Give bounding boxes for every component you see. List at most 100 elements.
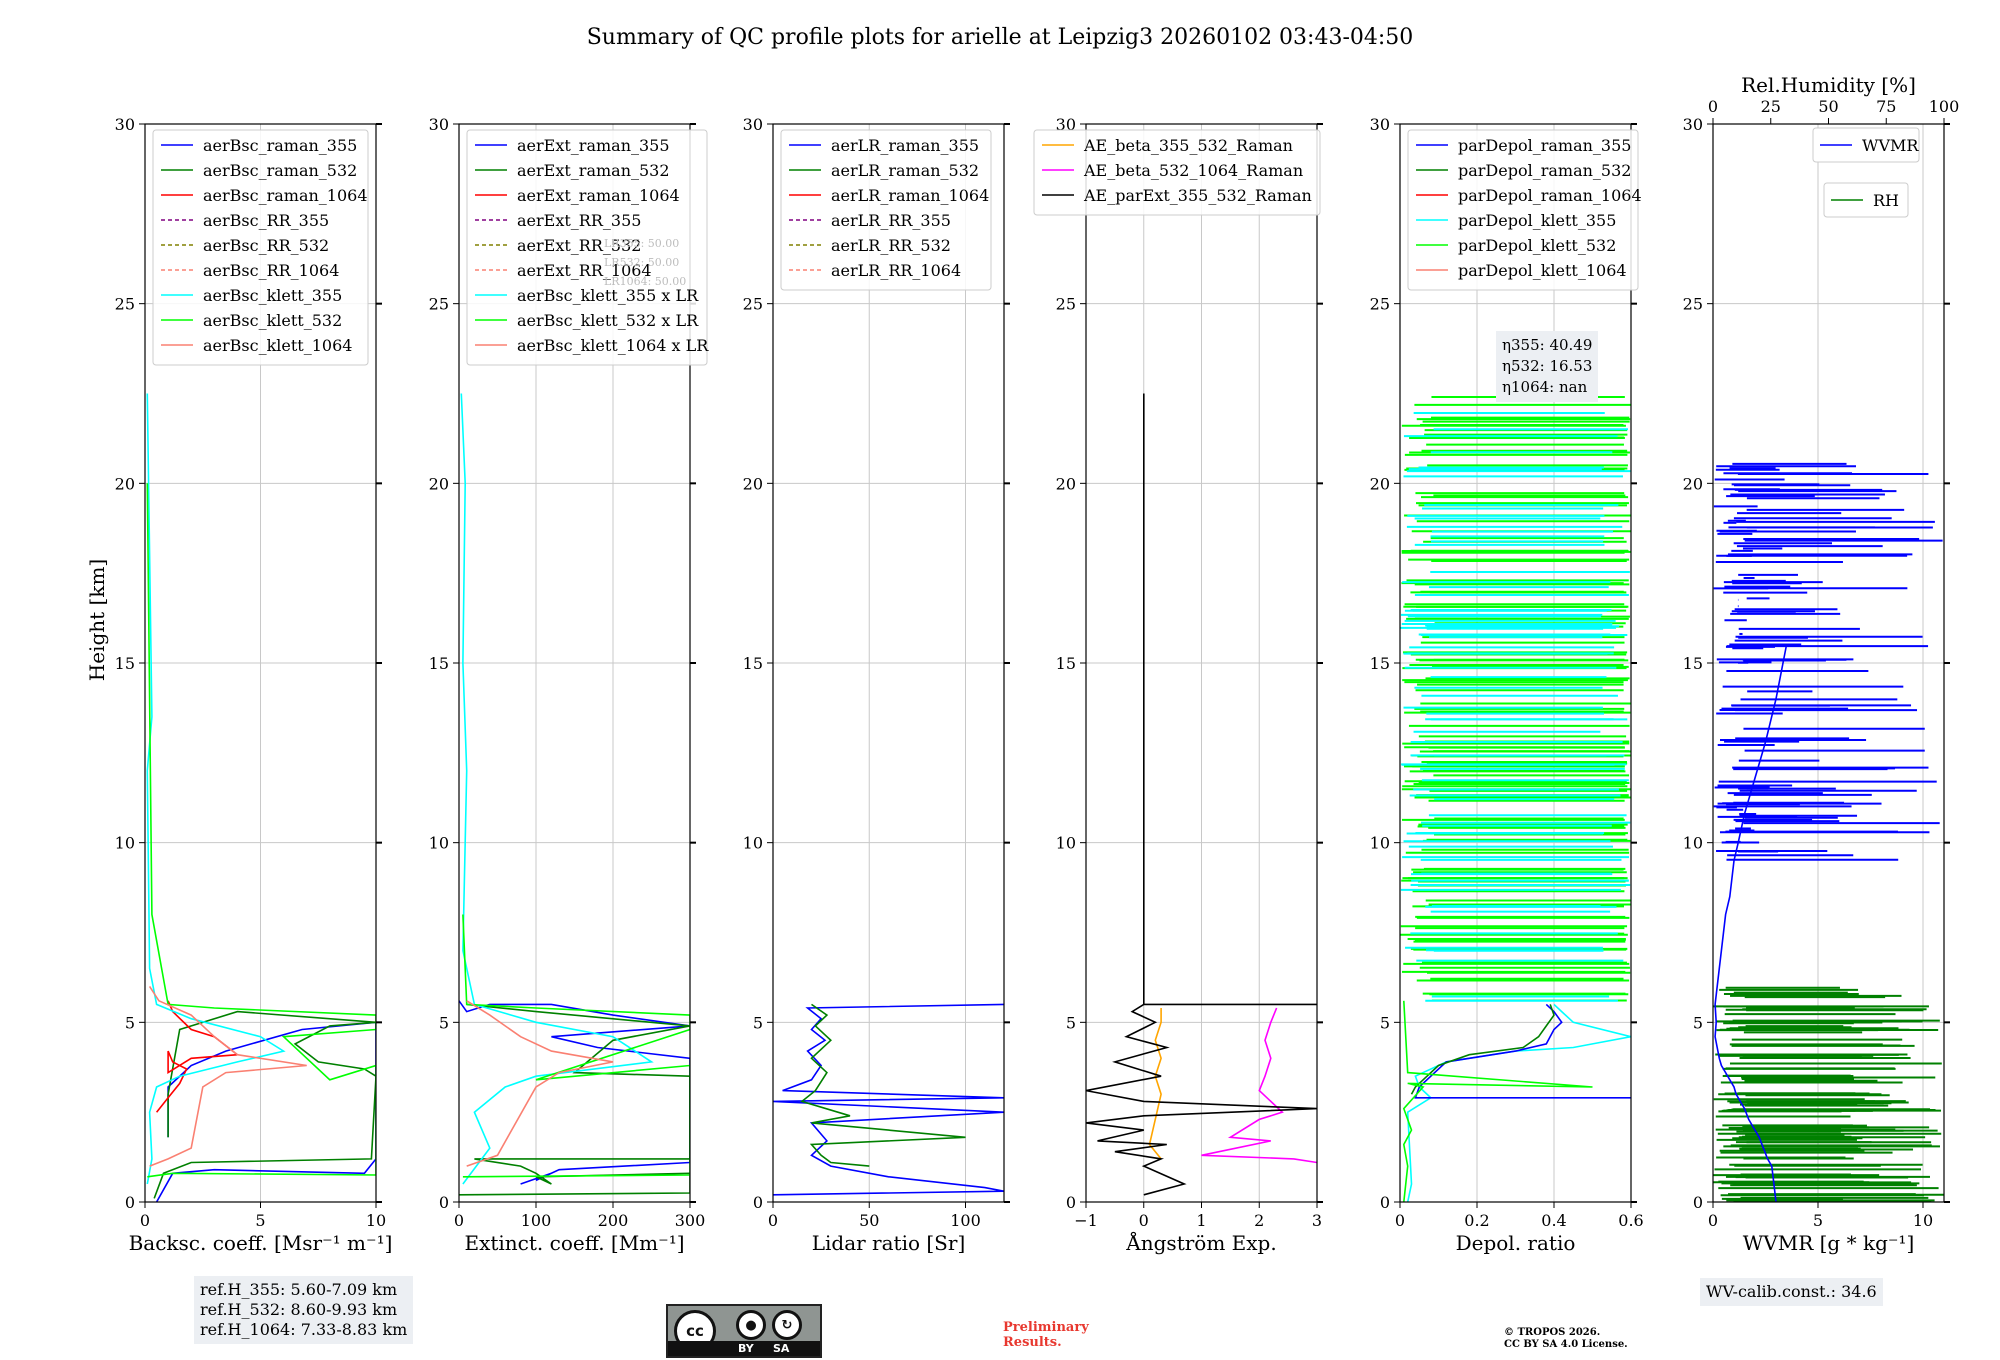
x-axis-label: Ångström Exp.: [1125, 1230, 1276, 1255]
x-tick-label: 2: [1254, 1211, 1264, 1230]
top-tick-label: 100: [1929, 97, 1960, 116]
legend-label: aerLR_raman_532: [831, 161, 979, 180]
wv-calibration-box: WV-calib.const.: 34.6: [1700, 1278, 1883, 1306]
legend-label: aerLR_RR_355: [831, 211, 951, 230]
series-line: [1148, 1008, 1162, 1160]
top-tick-label: 0: [1708, 97, 1718, 116]
y-tick-label: 15: [1370, 654, 1390, 673]
y-tick-label: 10: [1370, 834, 1390, 853]
series-line: [1414, 1003, 1631, 1099]
series-line: [146, 393, 286, 1185]
legend-label: aerBsc_klett_355 x LR: [517, 286, 699, 305]
preliminary-line-1: Preliminary: [1003, 1320, 1089, 1335]
legend-label: aerBsc_raman_1064: [203, 186, 368, 205]
x-axis-label: Lidar ratio [Sr]: [812, 1231, 966, 1255]
x-tick-label: 0: [768, 1211, 778, 1230]
y-tick-label: 10: [429, 834, 449, 853]
y-tick-label: 20: [429, 474, 449, 493]
legend-label: aerLR_RR_1064: [831, 261, 961, 280]
series-group: [1400, 396, 1631, 1202]
legend-label: aerBsc_RR_1064: [203, 261, 339, 280]
ref-height-1064: ref.H_1064: 7.33-8.83 km: [200, 1320, 408, 1339]
legend-label: AE_parExt_355_532_Raman: [1083, 186, 1312, 205]
legend-label: AE_beta_355_532_Raman: [1083, 136, 1293, 155]
y-tick-label: 20: [115, 474, 135, 493]
lr-355: LR355: 50.00: [604, 237, 680, 250]
lidar-ratio-faint-box: LR355: 50.00 LR532: 50.00 LR1064: 50.00: [604, 234, 686, 291]
y-tick-label: 15: [115, 654, 135, 673]
series-line: [462, 914, 690, 1178]
x-tick-label: 3: [1312, 1211, 1322, 1230]
legend-label: aerLR_RR_532: [831, 236, 951, 255]
eta-355: η355: 40.49: [1502, 336, 1593, 354]
y-tick-label: 25: [1683, 295, 1703, 314]
y-tick-label: 0: [753, 1193, 763, 1212]
y-tick-label: 20: [743, 474, 763, 493]
series-line: [1406, 1003, 1631, 1202]
top-tick-label: 75: [1876, 97, 1896, 116]
legend: AE_beta_355_532_Raman AE_beta_532_1064_Ra…: [1033, 129, 1321, 216]
x-tick-label: 5: [1813, 1211, 1823, 1230]
series-line: [1410, 1004, 1555, 1095]
y-tick-label: 15: [1683, 654, 1703, 673]
series-line: [155, 1000, 240, 1113]
y-tick-label: 30: [743, 115, 763, 134]
x-tick-label: 100: [521, 1211, 552, 1230]
cc-license-badge: cc ● ↻ BY SA: [666, 1304, 822, 1358]
attribution-icon: ●: [736, 1310, 766, 1340]
y-tick-label: 25: [1056, 295, 1076, 314]
legend-box: [780, 129, 992, 291]
series-line: [1714, 644, 1788, 1202]
reference-height-box: ref.H_355: 5.60-7.09 km ref.H_532: 8.60-…: [194, 1276, 414, 1344]
y-tick-label: 0: [125, 1193, 135, 1212]
legend-label: aerExt_raman_355: [517, 136, 670, 155]
badge-sa-label: SA: [773, 1342, 790, 1355]
y-tick-label: 20: [1056, 474, 1076, 493]
legend-box: [152, 129, 369, 366]
y-tick-label: 30: [1370, 115, 1390, 134]
series-line: [148, 985, 307, 1167]
legend-label: parDepol_klett_1064: [1458, 261, 1627, 280]
y-tick-label: 30: [1056, 115, 1076, 134]
y-tick-label: 0: [1693, 1193, 1703, 1212]
x-tick-label: 0: [1708, 1211, 1718, 1230]
y-tick-label: 5: [1693, 1013, 1703, 1032]
x-tick-label: 0: [1139, 1211, 1149, 1230]
legend-box: [1033, 129, 1321, 216]
legend-label: aerBsc_klett_532: [203, 311, 342, 330]
top-tick-label: 25: [1761, 97, 1781, 116]
x-tick-label: 0: [140, 1211, 150, 1230]
legend: parDepol_raman_355 parDepol_raman_532 parD…: [1407, 129, 1642, 291]
y-axis-label: Height [km]: [85, 559, 109, 681]
x-axis-label: Backsc. coeff. [Msr⁻¹ m⁻¹]: [129, 1231, 393, 1255]
series-line: [155, 1021, 376, 1202]
lr-1064: LR1064: 50.00: [604, 275, 687, 288]
x-tick-label: 10: [1913, 1211, 1933, 1230]
legend-label: aerBsc_klett_1064: [203, 336, 352, 355]
legend-label: aerBsc_RR_532: [203, 236, 329, 255]
y-tick-label: 10: [115, 834, 135, 853]
y-tick-label: 15: [429, 654, 449, 673]
cc-badge-bar: BY SA: [668, 1341, 820, 1356]
ref-height-532: ref.H_532: 8.60-9.93 km: [200, 1300, 398, 1319]
legend-label: aerExt_RR_1064: [517, 261, 652, 280]
series-line: [1086, 393, 1317, 1196]
copyright-line-1: © TROPOS 2026.: [1504, 1327, 1601, 1338]
y-tick-label: 15: [1056, 654, 1076, 673]
series-group: [1713, 462, 1944, 1202]
figure-title: Summary of QC profile plots for arielle …: [587, 25, 1414, 50]
legend-label: aerBsc_raman_355: [203, 136, 357, 155]
legend-label: aerBsc_klett_1064 x LR: [517, 336, 709, 355]
legend-label: parDepol_klett_355: [1458, 211, 1616, 230]
top-tick-label: 50: [1818, 97, 1838, 116]
y-tick-label: 20: [1370, 474, 1390, 493]
ref-height-355: ref.H_355: 5.60-7.09 km: [200, 1280, 398, 1299]
eta-info-box: η355: 40.49 η532: 16.53 η1064: nan: [1496, 331, 1599, 402]
series-line: [1402, 1000, 1593, 1202]
legend-label: WVMR: [1862, 136, 1919, 155]
legend-label: parDepol_raman_1064: [1458, 186, 1642, 205]
share-alike-icon: ↻: [772, 1310, 802, 1340]
eta-1064: η1064: nan: [1502, 378, 1588, 396]
